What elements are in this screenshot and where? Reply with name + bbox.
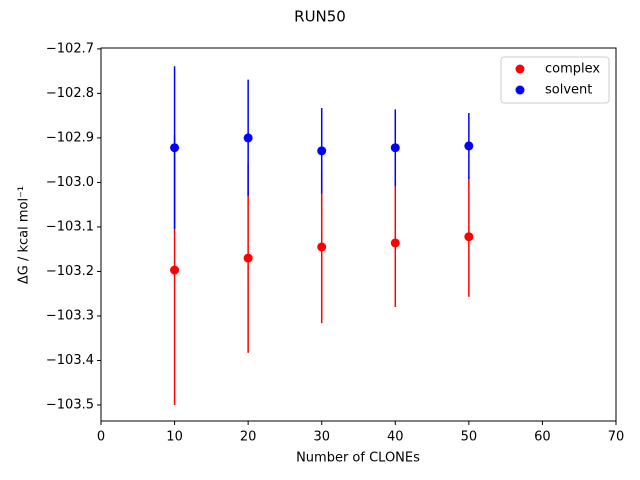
y-tick-label: −102.8 [46,86,94,101]
y-tick-label: −103.2 [46,264,94,279]
point [170,143,180,153]
point [390,143,400,153]
chart-title: RUN50 [294,8,346,26]
y-tick-label: −103.3 [46,308,94,323]
point [317,146,327,156]
x-axis-label: Number of CLONEs [296,451,420,466]
y-axis-label: ΔG / kcal mol⁻¹ [17,186,32,284]
y-tick-label: −102.7 [46,41,94,56]
y-tick-label: −102.9 [46,130,94,145]
legend-marker [515,64,525,74]
x-tick-label: 40 [387,430,404,445]
x-tick-label: 70 [608,430,625,445]
y-tick-label: −103.5 [46,397,94,412]
x-tick-label: 20 [240,430,257,445]
point [243,253,253,263]
legend-label: solvent [545,83,592,98]
point [243,133,253,143]
point [464,141,474,151]
plot-area [100,47,617,422]
y-tick-label: −103.1 [46,219,94,234]
legend-marker [515,85,525,95]
x-tick-label: 50 [461,430,478,445]
x-tick-label: 30 [313,430,330,445]
point [317,242,327,252]
point [170,265,180,275]
x-tick-label: 60 [534,430,551,445]
x-tick-label: 0 [97,430,105,445]
legend-label: complex [545,62,600,77]
y-tick-label: −103.4 [46,353,94,368]
x-tick-label: 10 [166,430,183,445]
y-tick-label: −103.0 [46,175,94,190]
point [390,238,400,248]
legend-box [500,56,610,104]
point [464,232,474,242]
